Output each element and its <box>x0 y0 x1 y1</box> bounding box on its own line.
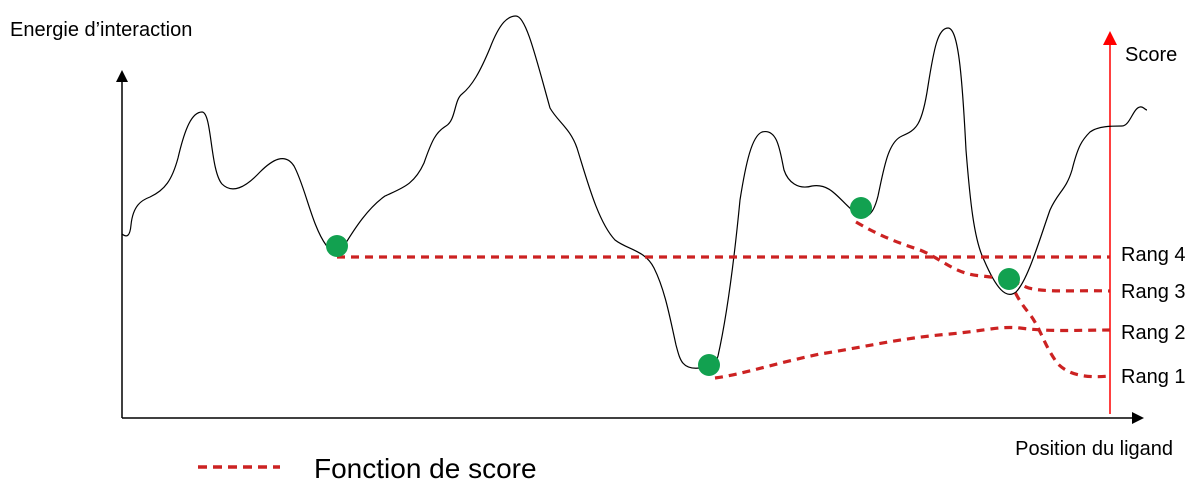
rank-label-3: Rang 3 <box>1121 281 1186 303</box>
energy-curve <box>121 15 1148 369</box>
score-lines <box>337 220 1111 380</box>
minimum-marker <box>698 354 720 376</box>
minimum-marker <box>850 197 872 219</box>
rank-label-4: Rang 4 <box>1121 244 1186 266</box>
score-axis-label: Score <box>1125 44 1177 66</box>
legend-label: Fonction de score <box>314 453 537 479</box>
score-line-rang-1 <box>1008 279 1111 379</box>
legend: Fonction de score <box>198 453 537 479</box>
minimum-marker <box>326 235 348 257</box>
x-axis-label: Position du ligand <box>1015 438 1173 460</box>
rank-label-2: Rang 2 <box>1121 322 1186 344</box>
y-axis-label: Energie d’interaction <box>10 19 192 41</box>
minimum-marker <box>998 268 1020 290</box>
rank-label-1: Rang 1 <box>1121 366 1186 388</box>
score-line-rang-3 <box>855 220 1111 293</box>
score-line-rang-2 <box>714 325 1111 380</box>
